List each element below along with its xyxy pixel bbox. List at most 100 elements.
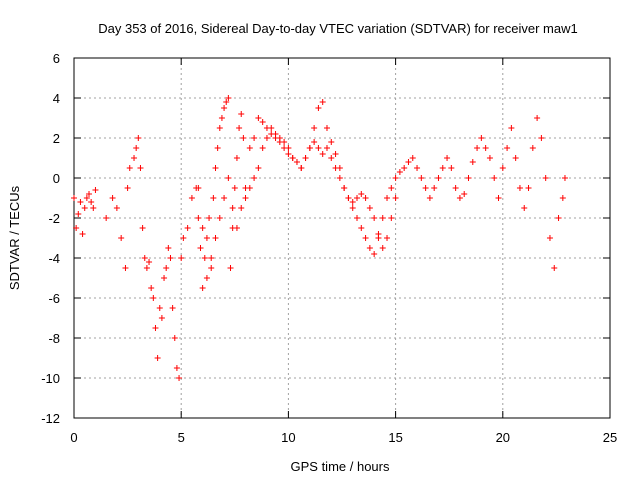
data-point [555,215,562,221]
data-point [259,119,266,125]
data-point [251,135,258,141]
data-point [143,265,150,271]
data-point [156,305,163,311]
data-point [272,131,279,137]
data-point [409,155,416,161]
data-point [197,245,204,251]
data-point [349,199,356,205]
data-point [465,175,472,181]
data-point [210,195,217,201]
data-point [255,115,262,121]
data-point [240,135,247,141]
y-tick-label: -12 [41,411,60,426]
data-point [233,225,240,231]
data-point [379,245,386,251]
data-point [150,295,157,301]
data-point [439,165,446,171]
data-point [176,375,183,381]
data-point [486,155,493,161]
data-point [238,205,245,211]
data-point [315,105,322,111]
data-point [392,175,399,181]
data-point [171,335,178,341]
data-point [375,231,382,237]
data-point [534,115,541,121]
data-point [388,215,395,221]
data-point [345,195,352,201]
data-point [332,151,339,157]
data-point [358,225,365,231]
data-point [118,235,125,241]
data-point [83,195,90,201]
data-point [268,125,275,131]
data-point [263,135,270,141]
data-point [388,185,395,191]
data-point [195,215,202,221]
data-point [92,187,99,193]
data-point [229,205,236,211]
data-point [199,225,206,231]
x-axis-label: GPS time / hours [291,459,390,474]
data-point [167,255,174,261]
x-tick-label: 15 [388,430,402,445]
y-tick-label: -8 [48,331,60,346]
data-point [173,365,180,371]
data-point [508,125,515,131]
data-point [371,215,378,221]
data-point [452,185,459,191]
data-point [542,175,549,181]
data-point [444,155,451,161]
data-point [414,165,421,171]
data-point [206,215,213,221]
data-point [103,215,110,221]
data-point [362,195,369,201]
data-point [478,135,485,141]
data-point [392,195,399,201]
data-point [311,139,318,145]
data-point [251,175,258,181]
data-point [113,205,120,211]
data-point [246,185,253,191]
data-point [201,255,208,261]
y-tick-label: -10 [41,371,60,386]
data-point [238,111,245,117]
data-point [161,275,168,281]
data-point [285,151,292,157]
data-point [422,185,429,191]
data-point [371,251,378,257]
data-point [426,195,433,201]
data-point [152,325,159,331]
data-point [354,215,361,221]
data-points [71,95,568,381]
data-point [499,165,506,171]
data-point [435,175,442,181]
data-point [221,195,228,201]
data-point [259,145,266,151]
data-point [538,135,545,141]
data-point [86,191,93,197]
data-point [158,315,165,321]
data-point [88,199,95,205]
data-point [146,259,153,265]
data-point [525,185,532,191]
data-point [221,105,228,111]
data-point [302,155,309,161]
data-point [358,191,365,197]
data-point [223,99,230,105]
data-point [214,145,221,151]
data-point [529,145,536,151]
data-point [122,265,129,271]
data-point [504,145,511,151]
data-point [178,255,185,261]
x-tick-label: 25 [603,430,617,445]
data-point [516,185,523,191]
data-point [225,175,232,181]
y-tick-label: 0 [53,171,60,186]
y-axis-label: SDTVAR / TECUs [7,185,22,290]
data-point [559,195,566,201]
y-tick-label: 2 [53,131,60,146]
y-tick-label: -2 [48,211,60,226]
data-point [384,235,391,241]
data-point [216,215,223,221]
